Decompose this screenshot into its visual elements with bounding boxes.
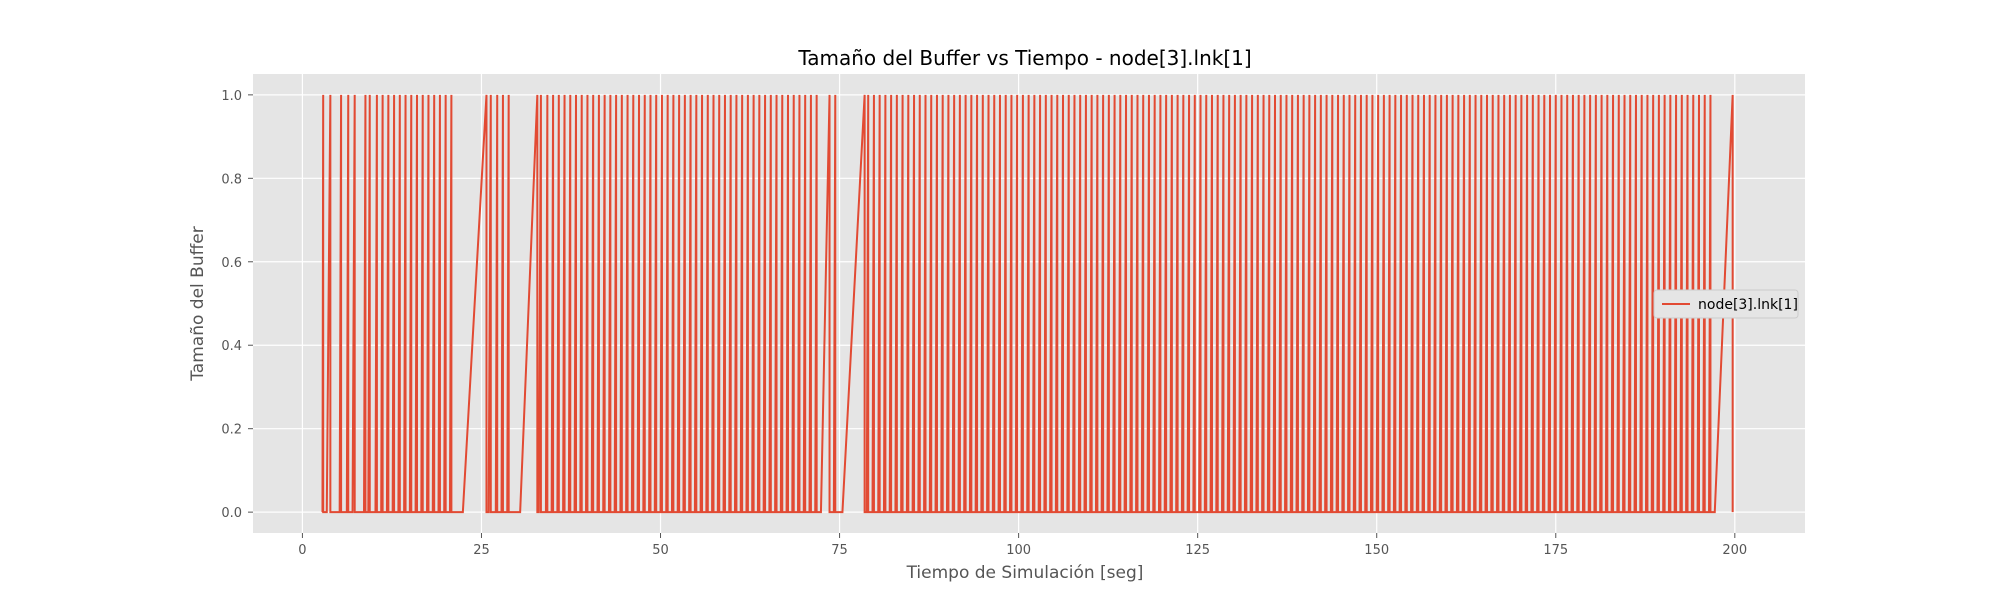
series-layer	[321, 94, 1734, 514]
x-tick-label: 200	[1722, 543, 1747, 558]
legend-label: node[3].lnk[1]	[1698, 297, 1798, 313]
y-tick-label: 0.0	[221, 506, 242, 521]
x-tick-label: 25	[473, 543, 490, 558]
y-tick-label: 0.4	[221, 339, 242, 354]
legend-box	[1653, 289, 1799, 319]
x-axis-label: Tiempo de Simulación [seg]	[906, 563, 1144, 583]
y-tick-label: 0.2	[221, 423, 242, 438]
legend: node[3].lnk[1]	[1653, 289, 1799, 319]
x-tick-label: 175	[1543, 543, 1568, 558]
y-tick-label: 1.0	[221, 89, 242, 104]
x-tick-label: 125	[1185, 543, 1210, 558]
x-tick-label: 50	[652, 543, 669, 558]
chart-title: Tamaño del Buffer vs Tiempo - node[3].ln…	[797, 46, 1251, 70]
x-tick-label: 0	[298, 543, 306, 558]
y-tick-label: 0.8	[221, 172, 242, 187]
y-axis-label: Tamaño del Buffer	[188, 226, 208, 382]
y-tick-label: 0.6	[221, 256, 242, 271]
x-tick-label: 150	[1364, 543, 1389, 558]
x-tick-label: 100	[1006, 543, 1031, 558]
x-tick-label: 75	[831, 543, 848, 558]
series-line	[321, 94, 1734, 514]
tick-labels: 0 25 50 75 100 125 150 175 200 0.0 0.2 0.4 0.6 0.8 1.0	[221, 89, 1747, 558]
